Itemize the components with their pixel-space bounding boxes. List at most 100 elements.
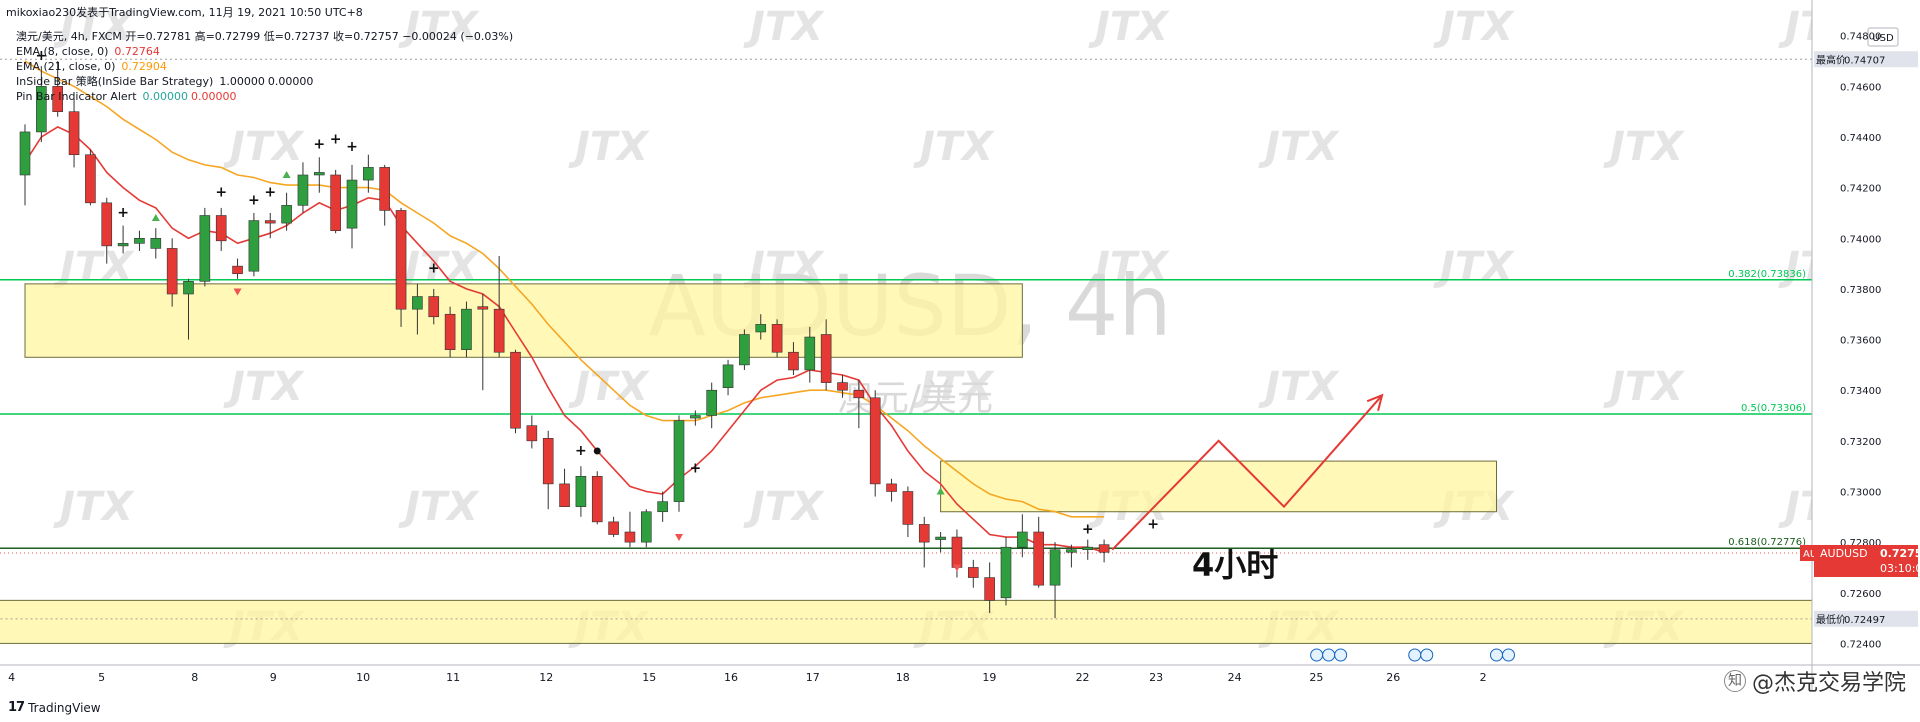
candle-body[interactable] [134, 237, 145, 244]
candle-body[interactable] [706, 389, 718, 416]
ema21-series-line[interactable] [24, 60, 1105, 518]
candle-body[interactable] [755, 324, 767, 333]
legend-pinbar-row[interactable]: Pin Bar Indicator Alert 0.00000 0.00000 [16, 89, 519, 104]
economic-event-icon[interactable] [1310, 648, 1324, 662]
candle-body[interactable] [886, 483, 897, 492]
candle-body[interactable] [1017, 531, 1028, 548]
jtx-watermark-icon: JTX [223, 364, 305, 410]
candle-body[interactable] [313, 172, 325, 176]
candle-body[interactable] [199, 215, 211, 282]
candle-body[interactable] [36, 86, 47, 133]
candle-body[interactable] [771, 324, 783, 353]
candle-body[interactable] [101, 202, 113, 247]
inside-bar-plus-marker: + [215, 185, 227, 201]
candle-body[interactable] [166, 248, 178, 295]
candle-body[interactable] [19, 131, 31, 176]
legend-ema8-row[interactable]: EMA (8, close, 0) 0.72764 [16, 44, 519, 59]
candle-body[interactable] [510, 351, 521, 429]
candle-body[interactable] [673, 420, 685, 502]
economic-event-icon[interactable] [1420, 648, 1434, 662]
candle-body[interactable] [297, 174, 309, 206]
jtx-watermark-icon: JTX [743, 4, 825, 50]
candle-body[interactable] [608, 521, 619, 535]
candle-body[interactable] [984, 577, 995, 601]
candle-body[interactable] [461, 308, 472, 350]
candle-body[interactable] [493, 308, 505, 353]
currency-box[interactable] [1867, 27, 1899, 47]
candle-body[interactable] [739, 334, 750, 366]
candle-body[interactable] [804, 336, 816, 371]
candle-body[interactable] [330, 174, 341, 231]
legend-symbol-row[interactable]: 澳元/美元, 4h, FXCM 开=0.72781 高=0.72799 低=0.… [16, 29, 519, 44]
candle-body[interactable] [264, 220, 276, 224]
candle-body[interactable] [575, 475, 587, 507]
candle-body[interactable] [853, 389, 865, 399]
last-price-tag[interactable] [1814, 545, 1918, 578]
candle-body[interactable] [820, 334, 832, 383]
candle-body[interactable] [477, 306, 489, 310]
candle-body[interactable] [248, 220, 260, 272]
candle-body[interactable] [559, 483, 570, 507]
inside-bar-plus-marker: + [575, 443, 587, 459]
candle-body[interactable] [412, 296, 423, 310]
economic-event-icon[interactable] [1408, 648, 1422, 662]
support-resistance-zone[interactable] [0, 599, 1920, 644]
candle-body[interactable] [117, 243, 129, 247]
candle-body[interactable] [395, 210, 407, 310]
support-resistance-zone[interactable] [940, 460, 1497, 513]
candle-body[interactable] [1000, 546, 1012, 599]
tradingview-footer[interactable]: 17 TradingView [8, 700, 101, 715]
candle-body[interactable] [967, 567, 979, 578]
candle-body[interactable] [85, 154, 96, 204]
candle-body[interactable] [1049, 549, 1061, 586]
candle-body[interactable] [624, 531, 636, 543]
candle-body[interactable] [1098, 544, 1110, 553]
candle-body[interactable] [444, 313, 456, 350]
candle-body[interactable] [1082, 546, 1094, 551]
economic-event-icon[interactable] [1322, 648, 1336, 662]
candle-body[interactable] [657, 501, 668, 513]
candle-body[interactable] [935, 536, 946, 540]
candle-body[interactable] [215, 215, 227, 242]
inside-bar-plus-marker: + [428, 261, 440, 277]
candle-body[interactable] [869, 397, 881, 485]
candle-body[interactable] [1033, 531, 1044, 586]
candle-body[interactable] [526, 425, 538, 442]
price-tick-label: 0.73200 [1840, 437, 1881, 448]
candle-body[interactable] [232, 265, 243, 275]
low-price-tag-label: 最低价 [1816, 613, 1846, 626]
candle-body[interactable] [428, 296, 440, 318]
candle-body[interactable] [788, 351, 799, 371]
last-price-value: 0.72757 [1880, 547, 1920, 560]
legend-insidebar-row[interactable]: InSide Bar 策略(InSide Bar Strategy) 1.0000… [16, 74, 519, 89]
candle-body[interactable] [183, 281, 194, 295]
tradingview-logo-icon: 17 [8, 700, 25, 715]
candle-body[interactable] [52, 86, 64, 112]
time-tick-label: 15 [642, 671, 656, 684]
candle-body[interactable] [951, 536, 963, 568]
timeframe-annotation: 4小时 [1192, 546, 1278, 584]
legend-insidebar-v2: 0.00000 [267, 75, 314, 88]
economic-event-icon[interactable] [1490, 648, 1503, 662]
legend-ema21-row[interactable]: EMA (21, close, 0) 0.72904 [16, 59, 519, 74]
candle-body[interactable] [902, 491, 914, 525]
candle-body[interactable] [918, 524, 930, 543]
candle-body[interactable] [379, 167, 391, 211]
candle-body[interactable] [1066, 549, 1077, 553]
candle-body[interactable] [281, 205, 292, 224]
time-tick-label: 18 [896, 671, 910, 684]
candle-body[interactable] [640, 511, 652, 543]
economic-event-icon[interactable] [1334, 648, 1348, 662]
candle-body[interactable] [150, 237, 162, 249]
candle-body[interactable] [837, 382, 848, 391]
candle-body[interactable] [363, 167, 374, 181]
candle-body[interactable] [591, 475, 603, 523]
candle-body[interactable] [346, 179, 358, 229]
economic-event-icon[interactable] [1502, 648, 1515, 662]
candle-body[interactable] [68, 111, 80, 156]
candle-body[interactable] [690, 415, 701, 419]
projection-path[interactable] [1111, 394, 1383, 551]
candle-body[interactable] [722, 364, 734, 388]
candle-body[interactable] [542, 438, 554, 485]
